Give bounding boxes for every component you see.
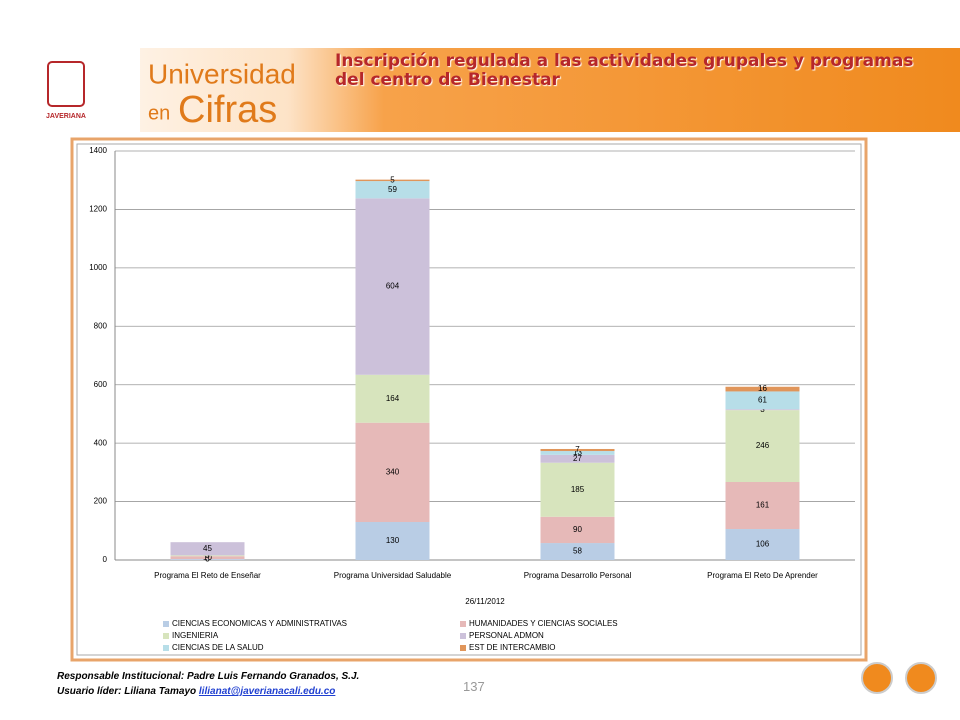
bar-segment (355, 422, 430, 523)
x-tick-label: Programa Universidad Saludable (334, 571, 452, 580)
y-tick-label: 200 (94, 497, 108, 506)
bar-segment (170, 559, 245, 560)
logo-text: JAVERIANA (46, 113, 86, 120)
legend-label: HUMANIDADES Y CIENCIAS SOCIALES (469, 619, 618, 628)
bar-segment (540, 462, 615, 517)
value-label: 5 (390, 175, 395, 184)
y-tick-label: 1000 (89, 263, 107, 272)
back-button[interactable] (861, 662, 893, 694)
legend-label: CIENCIAS ECONOMICAS Y ADMINISTRATIVAS (172, 619, 347, 628)
value-label: 185 (571, 485, 585, 494)
value-label: 604 (386, 282, 400, 291)
y-tick-label: 800 (94, 321, 108, 330)
value-label: 16 (758, 384, 767, 393)
logo-shield (47, 61, 85, 107)
y-tick-label: 1200 (89, 205, 107, 214)
bar-segment (725, 481, 800, 530)
value-label: 10 (203, 553, 212, 562)
value-label: 164 (386, 394, 400, 403)
bar-segment (355, 181, 430, 199)
y-tick-label: 400 (94, 438, 108, 447)
legend-swatch (460, 645, 466, 651)
bar-segment (540, 448, 615, 452)
bar-segment (725, 391, 800, 410)
chart-inner-frame (76, 143, 862, 656)
legend-swatch (460, 621, 466, 627)
footer-usuario: Usuario líder: Liliana Tamayo (57, 686, 197, 697)
page-number: 137 (463, 679, 485, 694)
value-label: 3 (205, 551, 210, 560)
value-label: 45 (203, 544, 212, 553)
legend-label: PERSONAL ADMON (469, 631, 544, 640)
bar-segment (540, 451, 615, 455)
bar-segment (725, 410, 800, 482)
bar-segment (540, 543, 615, 560)
bar-segment (355, 522, 430, 560)
x-tick-label: Programa El Reto de Enseñar (154, 571, 261, 580)
bar-segment (725, 386, 800, 392)
value-label: 90 (573, 525, 582, 534)
y-tick-label: 0 (103, 555, 108, 564)
x-tick-label: Programa El Reto De Aprender (707, 571, 818, 580)
bar-segment (355, 374, 430, 423)
value-label: 61 (758, 395, 767, 404)
home-button[interactable] (905, 662, 937, 694)
value-label: 3 (205, 555, 210, 564)
x-tick-label: Programa Desarrollo Personal (524, 571, 632, 580)
legend-label: CIENCIAS DE LA SALUD (172, 643, 264, 652)
value-label: 106 (756, 540, 770, 549)
y-tick-label: 1400 (89, 146, 107, 155)
value-label: 59 (388, 185, 397, 194)
header-band (0, 48, 960, 132)
bar-segment (170, 555, 245, 557)
legend-swatch (163, 645, 169, 651)
brand-line2b: Cifras (178, 89, 277, 131)
footer-responsable: Responsable Institucional: Padre Luis Fe… (57, 671, 360, 682)
value-label: 246 (756, 441, 770, 450)
legend-swatch (163, 621, 169, 627)
bar-segment (725, 409, 800, 411)
value-label: 130 (386, 536, 400, 545)
y-tick-label: 600 (94, 380, 108, 389)
value-label: 7 (575, 445, 580, 454)
x-axis-label: 26/11/2012 (465, 597, 505, 606)
value-label: 58 (573, 547, 582, 556)
legend-label: EST DE INTERCAMBIO (469, 643, 556, 652)
bar-segment (540, 454, 615, 463)
legend-label: INGENIERIA (172, 631, 219, 640)
value-label: 13 (573, 448, 582, 457)
brand-line2a: en (148, 102, 170, 124)
email-link[interactable]: lilianat@javerianacali.edu.co (198, 686, 336, 697)
brand-line1: Universidad (148, 58, 296, 89)
value-label: 3 (760, 405, 765, 414)
bar-segment (355, 179, 430, 182)
bar-segment (170, 556, 245, 560)
bar-segment (725, 529, 800, 560)
bar-segment (355, 198, 430, 375)
slide-title: Inscripción regulada a las actividades g… (335, 51, 914, 90)
footer-usuario-line: Usuario líder: Liliana Tamayo lilianat@j… (57, 686, 335, 697)
legend-swatch (460, 633, 466, 639)
legend-swatch (163, 633, 169, 639)
value-label: 340 (386, 467, 400, 476)
bar-segment (540, 516, 615, 544)
value-label: 27 (573, 454, 582, 463)
bar-segment (170, 542, 245, 556)
value-label: 161 (756, 501, 770, 510)
